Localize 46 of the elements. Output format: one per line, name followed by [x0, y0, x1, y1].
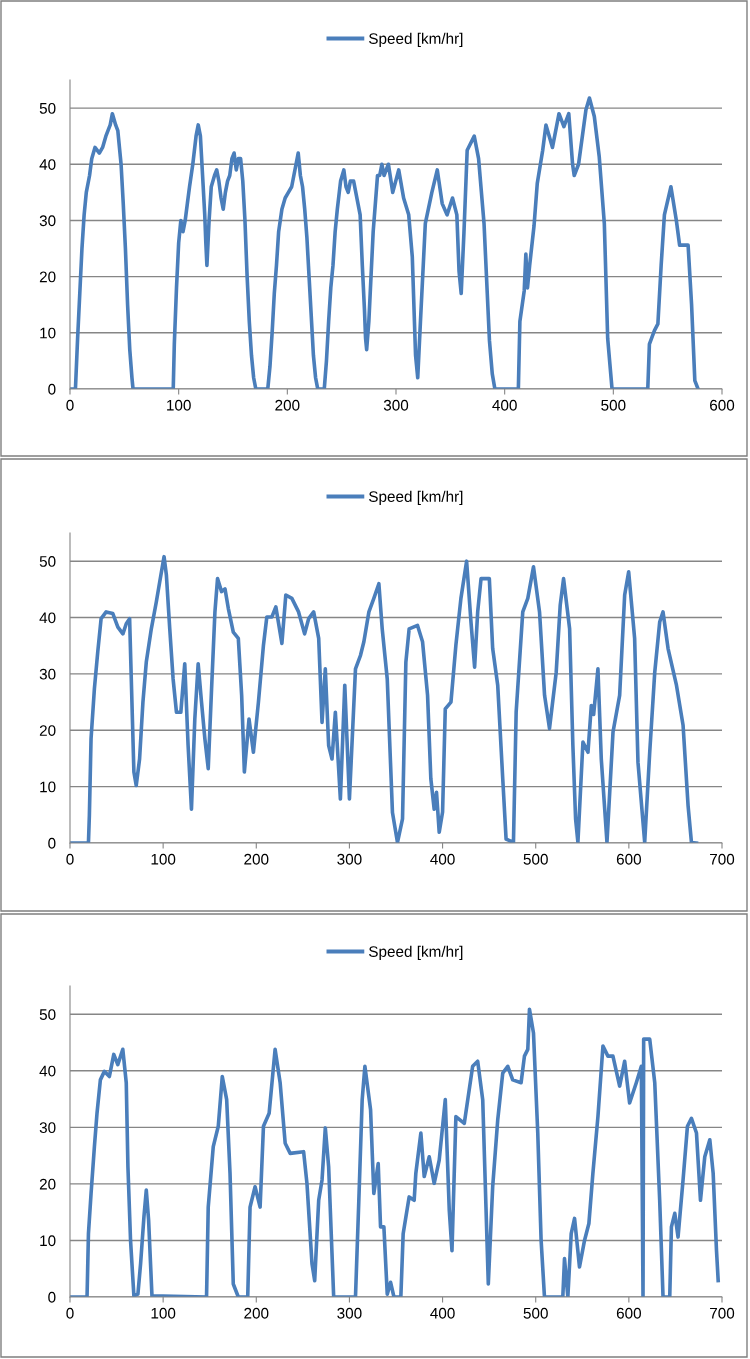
y-tick-label: 40 — [39, 1065, 56, 1077]
x-tick-label: 600 — [710, 399, 735, 411]
x-tick-label: 100 — [151, 853, 176, 865]
legend-label: Speed [km/hr] — [369, 32, 463, 47]
x-tick-label: 200 — [275, 399, 300, 411]
x-tick-label: 300 — [337, 1307, 362, 1319]
y-tick-label: 10 — [40, 781, 56, 793]
y-tick-label: 20 — [39, 1178, 56, 1190]
y-tick-label: 30 — [39, 668, 56, 680]
x-tick-label: 500 — [601, 399, 626, 411]
x-tick-label: 300 — [383, 399, 409, 411]
y-tick-label: 30 — [39, 215, 56, 227]
y-tick-label: 50 — [39, 1009, 56, 1020]
y-tick-label: 20 — [39, 725, 56, 736]
x-tick-label: 200 — [244, 853, 269, 865]
legend-label: Speed [km/hr] — [369, 945, 463, 960]
y-tick-label: 50 — [39, 556, 56, 567]
y-tick-label: 30 — [39, 1122, 56, 1134]
y-tick-label: 40 — [39, 612, 56, 624]
x-tick-label: 400 — [430, 1307, 455, 1319]
x-tick-label: 100 — [151, 1307, 176, 1319]
line-series — [70, 96, 700, 389]
x-tick-label: 0 — [66, 853, 74, 865]
x-tick-label: 200 — [244, 1307, 269, 1319]
y-tick-label: 10 — [40, 1235, 56, 1247]
y-tick-label: 0 — [48, 837, 56, 849]
x-tick-label: 600 — [616, 853, 642, 865]
line-series — [70, 554, 699, 843]
x-tick-label: 0 — [66, 399, 74, 411]
x-tick-label: 700 — [710, 1307, 735, 1319]
legend-label: Speed [km/hr] — [369, 490, 463, 505]
x-tick-label: 700 — [710, 853, 735, 865]
x-tick-label: 400 — [492, 399, 517, 411]
x-tick-label: 300 — [337, 853, 362, 865]
x-tick-label: 400 — [430, 853, 455, 865]
x-tick-label: 100 — [167, 399, 191, 411]
y-tick-label: 0 — [48, 1291, 56, 1303]
y-tick-label: 40 — [39, 159, 56, 170]
y-tick-label: 10 — [40, 327, 56, 339]
y-tick-label: 50 — [39, 102, 56, 114]
y-tick-label: 20 — [39, 271, 56, 283]
x-tick-label: 600 — [616, 1307, 642, 1319]
x-tick-label: 0 — [66, 1307, 74, 1319]
x-tick-label: 500 — [523, 853, 548, 865]
x-tick-label: 500 — [523, 1307, 548, 1319]
y-tick-label: 0 — [48, 383, 56, 395]
